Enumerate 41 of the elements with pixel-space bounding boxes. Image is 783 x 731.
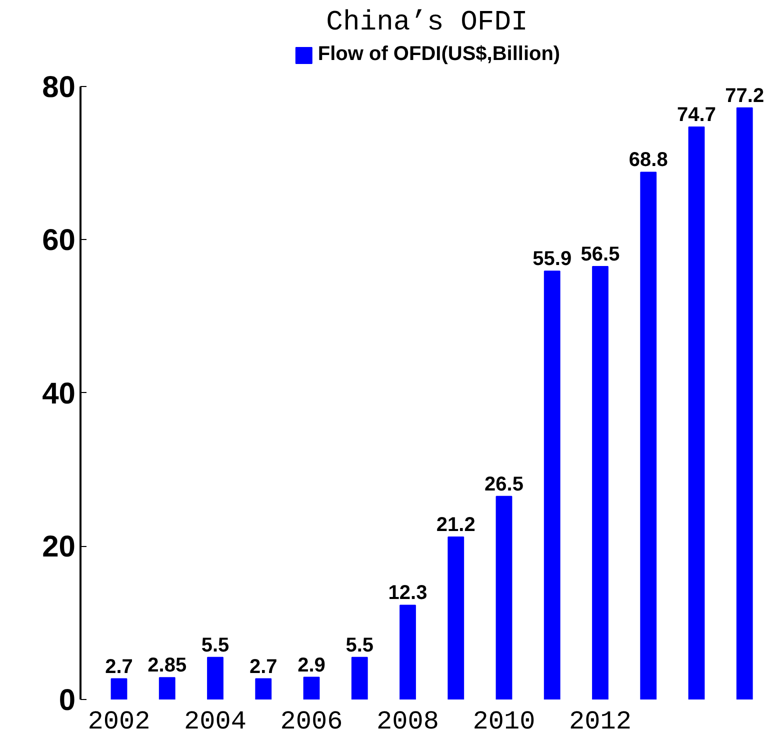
data-label: 2.85 <box>148 654 187 677</box>
data-label: 56.5 <box>580 244 620 266</box>
data-label: 55.9 <box>532 248 572 270</box>
bar <box>303 676 320 700</box>
bar <box>400 604 416 700</box>
y-tick-label: 60 <box>42 224 76 258</box>
bar <box>544 270 560 700</box>
data-label: 2.9 <box>298 654 326 676</box>
x-tick-label: 2004 <box>184 706 246 731</box>
data-label: 74.7 <box>677 104 716 126</box>
bar <box>448 536 464 700</box>
x-tick-label: 2010 <box>472 706 536 731</box>
bar <box>351 656 368 700</box>
legend-label: Flow of OFDI(US$,Billion) <box>318 43 560 66</box>
bar <box>110 678 128 700</box>
data-label: 2.7 <box>249 656 278 678</box>
bar <box>640 172 657 700</box>
bar <box>255 678 272 700</box>
x-tick-label: 2012 <box>569 706 632 731</box>
bar <box>207 656 224 700</box>
bar <box>736 107 753 700</box>
data-label: 5.5 <box>346 634 374 656</box>
chart-title: China’s OFDI <box>326 8 528 38</box>
data-label: 2.7 <box>105 656 133 678</box>
data-label: 26.5 <box>484 473 524 496</box>
x-tick-label: 2008 <box>376 706 439 731</box>
data-label: 12.3 <box>388 582 428 604</box>
x-tick-label: 2006 <box>280 706 343 731</box>
x-tick-label: 2002 <box>88 706 150 731</box>
data-label: 77.2 <box>725 84 764 107</box>
bar <box>496 496 512 700</box>
data-label: 68.8 <box>628 149 668 172</box>
data-label: 21.2 <box>436 514 476 536</box>
y-tick-label: 80 <box>42 70 76 104</box>
bar <box>158 677 176 700</box>
bar <box>688 126 705 700</box>
y-tick-label: 40 <box>42 377 76 410</box>
y-tick-label: 0 <box>58 684 76 717</box>
bar <box>592 266 608 700</box>
data-label: 5.5 <box>201 634 230 656</box>
y-tick-label: 20 <box>42 530 76 564</box>
